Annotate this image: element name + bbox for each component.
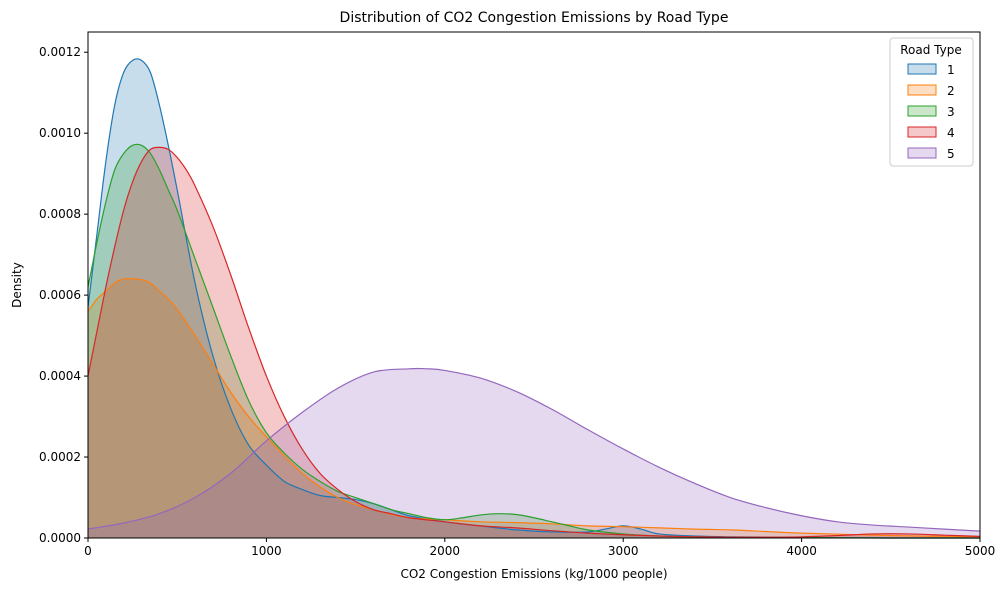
y-axis-label: Density <box>10 262 24 308</box>
legend-swatch-4 <box>907 126 937 138</box>
x-tick-label: 5000 <box>965 544 996 558</box>
x-tick-label: 4000 <box>786 544 817 558</box>
y-tick-label: 0.0002 <box>39 450 81 464</box>
y-tick-label: 0.0004 <box>39 369 81 383</box>
y-axis: 0.0000 0.0002 0.0004 0.0006 0.0008 0.0010 0.00… <box>39 45 88 545</box>
series-1-area <box>88 58 980 538</box>
y-tick-label: 0.0008 <box>39 207 81 221</box>
legend-box <box>889 37 974 167</box>
legend-swatch-5 <box>907 147 937 159</box>
legend: Road Type 1 2 3 4 5 <box>889 37 974 167</box>
x-axis: 0 1000 2000 3000 4000 5000 <box>84 538 995 558</box>
series-5-line <box>87 367 981 532</box>
x-axis-label: CO2 Congestion Emissions (kg/1000 people… <box>400 567 667 581</box>
legend-label-5: 5 <box>947 147 955 161</box>
legend-swatch-2 <box>907 84 937 96</box>
legend-swatch-3 <box>907 105 937 117</box>
x-tick-label: 1000 <box>251 544 282 558</box>
x-tick-label: 2000 <box>430 544 461 558</box>
series-lines <box>87 58 981 539</box>
legend-title: Road Type <box>900 43 962 57</box>
legend-label-2: 2 <box>947 84 955 98</box>
y-tick-label: 0.0000 <box>39 531 81 545</box>
plot-frame <box>87 31 981 539</box>
x-tick-label: 3000 <box>608 544 639 558</box>
legend-items: 1 2 3 4 5 <box>907 63 955 161</box>
series-4-area <box>88 147 980 539</box>
legend-label-1: 1 <box>947 63 955 77</box>
legend-label-4: 4 <box>947 126 955 140</box>
legend-swatch-1 <box>907 63 937 75</box>
series-2-area <box>88 278 980 538</box>
y-tick-label: 0.0006 <box>39 288 81 302</box>
series-areas <box>88 58 980 539</box>
series-5-area <box>88 368 980 538</box>
series-2-line <box>87 277 981 538</box>
y-tick-label: 0.0010 <box>39 126 81 140</box>
legend-label-3: 3 <box>947 105 955 119</box>
y-tick-label: 0.0012 <box>39 45 81 59</box>
series-4-line <box>87 146 981 538</box>
chart-title: Distribution of CO2 Congestion Emissions… <box>340 10 729 26</box>
x-tick-label: 0 <box>84 544 92 558</box>
series-3-area <box>88 144 980 538</box>
